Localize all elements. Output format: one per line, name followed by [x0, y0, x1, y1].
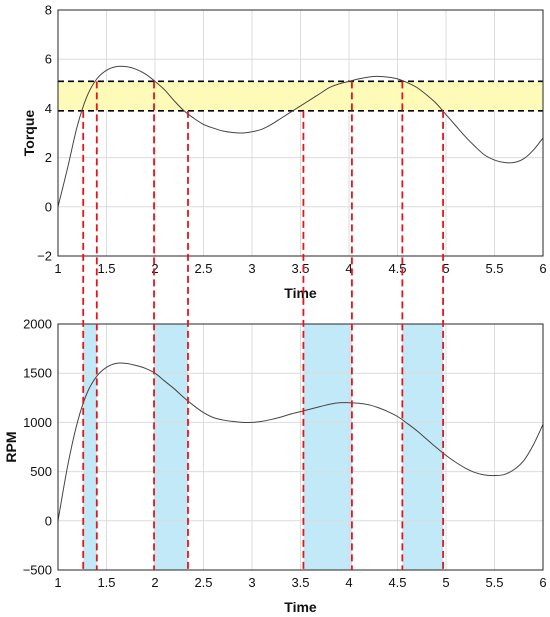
torque-x-tick-labels: 1 1.5 2 2.5 3 3.5 4 4.5 5 5.5 6: [54, 261, 546, 276]
rpm-x-tick-label: 2.5: [194, 575, 212, 590]
rpm-y-tick-label: 1500: [23, 366, 52, 381]
rpm-x-tick-label: 6: [539, 575, 546, 590]
torque-x-tick-label: 1.5: [97, 261, 115, 276]
torque-x-tick-label: 2.5: [194, 261, 212, 276]
rpm-y-tick-label: 1000: [23, 415, 52, 430]
rpm-x-tick-labels: 1 1.5 2 2.5 3 3.5 4 4.5 5 5.5 6: [54, 575, 546, 590]
torque-y-tick-label: 2: [45, 150, 52, 165]
rpm-x-tick-label: 5: [442, 575, 449, 590]
torque-series-line: [57, 65, 544, 207]
torque-x-tick-label: 1: [54, 261, 61, 276]
rpm-x-tick-label: 1: [54, 575, 61, 590]
torque-x-tick-label: 5: [442, 261, 449, 276]
rpm-shaded-region-2: [154, 324, 188, 570]
rpm-x-tick-label: 3: [248, 575, 255, 590]
torque-x-tick-label: 5.5: [485, 261, 503, 276]
torque-y-axis-label: Torque: [21, 110, 37, 157]
rpm-x-tick-label: 4: [345, 575, 352, 590]
red-guide-lines: [82, 81, 444, 570]
torque-y-tick-labels: −2 0 2 4 6 8: [37, 3, 52, 264]
torque-x-axis-label: Time: [284, 285, 317, 301]
rpm-axes-box: [57, 323, 544, 571]
torque-y-tick-label: −2: [37, 249, 52, 264]
rpm-x-tick-label: 1.5: [97, 575, 115, 590]
torque-y-tick-label: 8: [45, 3, 52, 18]
torque-x-tick-label: 3: [248, 261, 255, 276]
torque-x-tick-label: 3.5: [291, 261, 309, 276]
rpm-y-tick-label: −500: [23, 563, 52, 578]
torque-x-tick-label: 2: [151, 261, 158, 276]
rpm-x-axis-label: Time: [284, 599, 317, 615]
rpm-x-tick-label: 4.5: [388, 575, 406, 590]
rpm-shaded-regions: [83, 324, 444, 570]
rpm-shaded-region-4: [402, 324, 444, 570]
rpm-grid: [58, 324, 543, 570]
torque-y-tick-label: 0: [45, 199, 52, 214]
rpm-series-line: [57, 362, 544, 521]
rpm-shaded-region-1: [83, 324, 97, 570]
rpm-panel: 1 1.5 2 2.5 3 3.5 4 4.5 5 5.5 6 −500 0 500 1000 1500 20…: [3, 317, 547, 616]
rpm-y-tick-label: 0: [45, 513, 52, 528]
torque-x-tick-label: 4.5: [388, 261, 406, 276]
rpm-x-tick-label: 2: [151, 575, 158, 590]
rpm-y-axis-label: RPM: [3, 431, 19, 462]
torque-x-tick-label: 4: [345, 261, 352, 276]
torque-y-tick-label: 4: [45, 101, 52, 116]
rpm-y-tick-label: 500: [30, 464, 52, 479]
torque-axes-box: [57, 9, 544, 257]
rpm-x-tick-label: 5.5: [485, 575, 503, 590]
torque-y-tick-label: 6: [45, 52, 52, 67]
torque-x-tick-label: 6: [539, 261, 546, 276]
rpm-x-tick-label: 3.5: [291, 575, 309, 590]
rpm-shaded-region-3: [303, 324, 352, 570]
torque-panel: 1 1.5 2 2.5 3 3.5 4 4.5 5 5.5 6 −2 0 2 4 6 8 Time Torqu…: [21, 3, 547, 302]
rpm-y-tick-label: 2000: [23, 317, 52, 332]
rpm-y-tick-labels: −500 0 500 1000 1500 2000: [23, 317, 52, 578]
